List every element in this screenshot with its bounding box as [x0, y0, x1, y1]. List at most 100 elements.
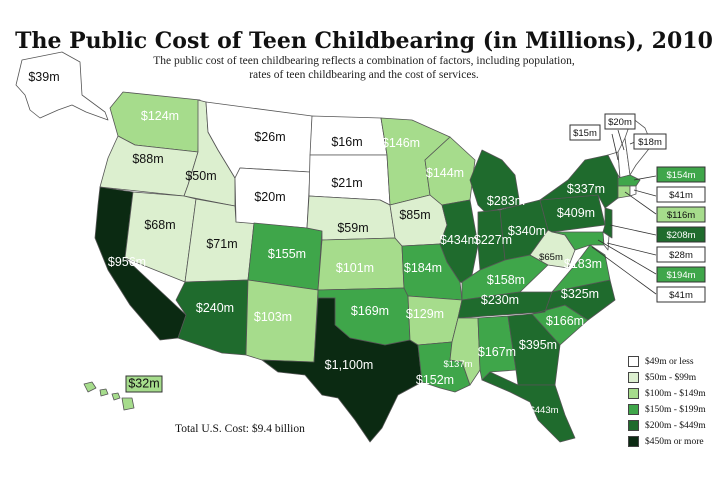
state-label-ky: $158m	[487, 273, 525, 287]
state-label-ne: $59m	[337, 221, 368, 235]
state-label-tn: $230m	[481, 293, 519, 307]
state-box-label-de: $28m	[669, 250, 693, 261]
state-box-md	[656, 266, 706, 283]
state-label-la: $152m	[416, 373, 454, 387]
legend-label: $450m or more	[645, 436, 704, 447]
state-label-wv: $65m	[539, 252, 563, 263]
state-label-in: $227m	[474, 233, 512, 247]
state-box-nj	[656, 226, 706, 243]
state-label-mn: $146m	[382, 136, 420, 150]
state-label-nc: $325m	[561, 287, 599, 301]
state-mi	[469, 149, 521, 213]
state-box-label-ri: $41m	[669, 190, 693, 201]
state-box-label-dc: $41m	[669, 290, 693, 301]
state-label-az: $240m	[196, 301, 234, 315]
state-label-va: $183m	[564, 257, 602, 271]
state-label-tx: $1,100m	[325, 358, 374, 372]
state-box-ct	[656, 206, 706, 223]
state-ri	[629, 185, 637, 197]
state-label-ca: $956m	[108, 255, 146, 269]
leader-line	[606, 242, 657, 256]
state-label-mi: $283m	[487, 194, 525, 208]
state-label-wi: $144m	[426, 166, 464, 180]
state-box-nh	[604, 113, 636, 130]
state-box-dc	[656, 286, 706, 303]
legend-item: $150m - $199m	[628, 403, 706, 416]
state-label-sc: $166m	[546, 314, 584, 328]
state-label-mo: $184m	[404, 261, 442, 275]
state-box-me	[633, 133, 667, 150]
state-label-nm: $103m	[254, 310, 292, 324]
state-label-wy: $20m	[254, 190, 285, 204]
state-box-de	[656, 246, 706, 263]
state-label-pa: $409m	[557, 206, 595, 220]
legend-item: $50m - $99m	[628, 371, 706, 384]
state-label-ia: $85m	[399, 208, 430, 222]
state-box-label-vt: $15m	[573, 128, 597, 139]
state-ct	[617, 185, 631, 199]
state-fl	[481, 371, 576, 443]
state-label-nd: $16m	[331, 135, 362, 149]
state-label-ny: $337m	[567, 182, 605, 196]
state-box-label-nh: $20m	[608, 117, 632, 128]
state-label-sd: $21m	[331, 176, 362, 190]
leader-line	[624, 191, 657, 215]
legend-item: $100m - $149m	[628, 387, 706, 400]
legend-label: $100m - $149m	[645, 388, 706, 399]
state-label-ms: $137m	[443, 359, 472, 370]
state-ma	[617, 174, 641, 187]
state-hi-4	[121, 397, 135, 411]
legend-label: $200m - $449m	[645, 420, 706, 431]
state-va	[551, 244, 611, 293]
leader-line	[633, 189, 657, 197]
state-label-il: $434m	[440, 233, 478, 247]
legend-item: $200m - $449m	[628, 419, 706, 432]
state-box-label-ct: $116m	[667, 210, 695, 221]
leader-line	[597, 239, 657, 275]
state-label-wa: $124m	[141, 109, 179, 123]
state-box-vt	[569, 124, 601, 141]
state-ak	[15, 51, 109, 121]
leader-line	[617, 129, 625, 151]
map-title: The Public Cost of Teen Childbearing (in…	[15, 28, 713, 54]
state-hi-3	[111, 392, 121, 401]
legend-swatch	[628, 388, 639, 399]
leader-line	[591, 246, 657, 295]
state-label-or: $88m	[132, 152, 163, 166]
legend-swatch	[628, 372, 639, 383]
legend-label: $150m - $199m	[645, 404, 706, 415]
total-cost: Total U.S. Cost: $9.4 billion	[175, 423, 305, 435]
state-box-label-me: $18m	[638, 137, 662, 148]
state-box-ma	[656, 166, 706, 183]
state-hi-2	[99, 388, 109, 397]
state-label-oh: $340m	[508, 224, 546, 238]
state-label-ks: $101m	[336, 261, 374, 275]
state-box-ri	[656, 186, 706, 203]
legend-swatch	[628, 436, 639, 447]
legend-label: $50m - $99m	[645, 372, 697, 383]
state-label-fl: $443m	[529, 405, 558, 416]
state-label-co: $155m	[268, 247, 306, 261]
leader-line	[609, 224, 657, 236]
state-label-ga: $395m	[519, 338, 557, 352]
legend-item: $450m or more	[628, 435, 706, 448]
state-label-al: $167m	[478, 345, 516, 359]
state-hi	[83, 381, 97, 393]
state-az	[175, 279, 249, 356]
state-label-ar: $129m	[406, 307, 444, 321]
state-label-mt: $26m	[254, 130, 285, 144]
state-box-label-hi: $32m	[128, 377, 159, 391]
state-label-ak: $39m	[28, 70, 59, 84]
subtitle-line-2: rates of teen childbearing and the cost …	[249, 69, 479, 81]
legend-label: $49m or less	[645, 356, 694, 367]
state-label-nv: $68m	[144, 218, 175, 232]
state-box-label-ma: $154m	[666, 170, 695, 181]
state-box-label-md: $194m	[666, 270, 695, 281]
leader-line	[633, 175, 657, 181]
legend-item: $49m or less	[628, 355, 706, 368]
state-box-hi	[125, 375, 163, 393]
leader-line	[611, 133, 619, 161]
legend-swatch	[628, 420, 639, 431]
state-label-id: $50m	[185, 169, 216, 183]
